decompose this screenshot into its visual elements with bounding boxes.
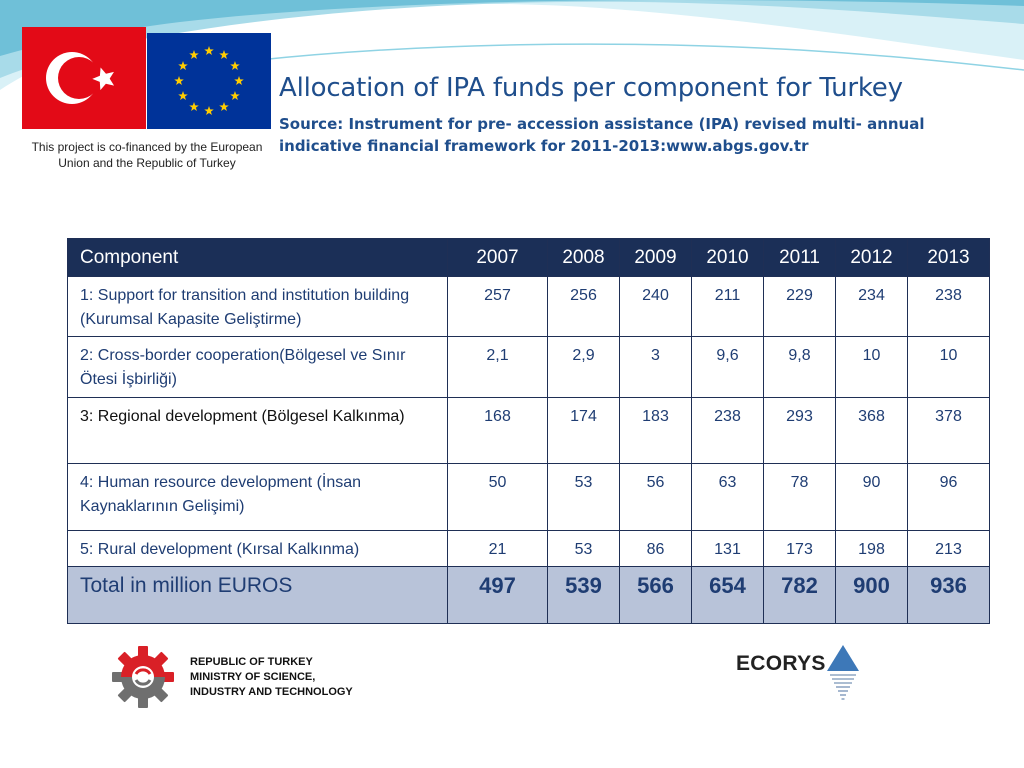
value-cell: 10 [907, 336, 990, 398]
eu-star-icon [234, 76, 244, 86]
value-cell: 9,6 [691, 336, 764, 398]
eu-flag-icon [147, 33, 271, 129]
total-value-cell: 497 [447, 566, 548, 624]
value-cell: 53 [547, 463, 620, 531]
column-header-component: Component [67, 238, 448, 277]
value-cell: 131 [691, 530, 764, 567]
eu-star-icon [230, 61, 240, 71]
value-cell: 213 [907, 530, 990, 567]
total-value-cell: 566 [619, 566, 692, 624]
total-value-cell: 782 [763, 566, 836, 624]
column-header-2013: 2013 [907, 238, 990, 277]
eu-star-icon [178, 91, 188, 101]
cofinance-line-2: Union and the Republic of Turkey [58, 156, 236, 170]
eu-star-icon [219, 101, 229, 112]
component-cell: 3: Regional development (Bölgesel Kalkın… [67, 397, 448, 464]
value-cell: 78 [763, 463, 836, 531]
value-cell: 90 [835, 463, 908, 531]
source-note: Source: Instrument for pre- accession as… [279, 113, 979, 157]
source-line-1: Source: Instrument for pre- accession as… [279, 115, 925, 133]
value-cell: 174 [547, 397, 620, 464]
value-cell: 53 [547, 530, 620, 567]
value-cell: 378 [907, 397, 990, 464]
header-swoosh-decoration [0, 0, 1024, 90]
value-cell: 96 [907, 463, 990, 531]
value-cell: 256 [547, 276, 620, 337]
eu-star-icon [189, 50, 199, 60]
ministry-name: REPUBLIC OF TURKEY MINISTRY OF SCIENCE, … [190, 655, 353, 700]
value-cell: 198 [835, 530, 908, 567]
value-cell: 86 [619, 530, 692, 567]
table-header-row: Component 2007 2008 2009 2010 2011 2012 … [67, 238, 990, 277]
value-cell: 2,9 [547, 336, 620, 398]
ecorys-wordmark: ECORYS [736, 652, 826, 675]
column-header-2010: 2010 [691, 238, 764, 277]
table-row: 5: Rural development (Kırsal Kalkınma) 2… [67, 530, 990, 567]
turkey-flag-icon [22, 27, 146, 129]
eu-star-icon [189, 101, 199, 112]
value-cell: 240 [619, 276, 692, 337]
value-cell: 9,8 [763, 336, 836, 398]
ministry-line-1: REPUBLIC OF TURKEY [190, 656, 313, 668]
value-cell: 63 [691, 463, 764, 531]
value-cell: 368 [835, 397, 908, 464]
ecorys-triangle-logo-icon [827, 645, 859, 700]
total-value-cell: 654 [691, 566, 764, 624]
value-cell: 234 [835, 276, 908, 337]
total-value-cell: 900 [835, 566, 908, 624]
value-cell: 50 [447, 463, 548, 531]
table-row: 4: Human resource development (İnsan Kay… [67, 463, 990, 531]
table-row: 2: Cross-border cooperation(Bölgesel ve … [67, 336, 990, 398]
ministry-gear-logo-icon [112, 646, 174, 708]
column-header-2009: 2009 [619, 238, 692, 277]
value-cell: 238 [907, 276, 990, 337]
ipa-funds-table: Component 2007 2008 2009 2010 2011 2012 … [67, 238, 990, 624]
value-cell: 3 [619, 336, 692, 398]
value-cell: 183 [619, 397, 692, 464]
value-cell: 168 [447, 397, 548, 464]
table-row: 3: Regional development (Bölgesel Kalkın… [67, 397, 990, 464]
value-cell: 56 [619, 463, 692, 531]
value-cell: 10 [835, 336, 908, 398]
eu-star-icon [204, 46, 214, 56]
cofinance-note: This project is co-financed by the Europ… [18, 139, 276, 171]
value-cell: 229 [763, 276, 836, 337]
eu-star-icon [178, 61, 188, 71]
value-cell: 211 [691, 276, 764, 337]
column-header-2007: 2007 [447, 238, 548, 277]
component-cell: 1: Support for transition and institutio… [67, 276, 448, 337]
value-cell: 257 [447, 276, 548, 337]
total-value-cell: 936 [907, 566, 990, 624]
total-value-cell: 539 [547, 566, 620, 624]
column-header-2011: 2011 [763, 238, 836, 277]
cofinance-line-1: This project is co-financed by the Europ… [31, 140, 263, 154]
ministry-line-3: INDUSTRY AND TECHNOLOGY [190, 686, 353, 698]
eu-star-icon [204, 106, 214, 116]
ministry-line-2: MINISTRY OF SCIENCE, [190, 671, 316, 683]
eu-star-icon [219, 50, 229, 60]
total-row: Total in million EUROS 497 539 566 654 7… [67, 566, 990, 624]
column-header-2012: 2012 [835, 238, 908, 277]
eu-star-icon [174, 76, 184, 86]
value-cell: 21 [447, 530, 548, 567]
total-label: Total in million EUROS [67, 566, 448, 624]
value-cell: 293 [763, 397, 836, 464]
eu-star-icon [230, 91, 240, 101]
value-cell: 2,1 [447, 336, 548, 398]
component-cell: 2: Cross-border cooperation(Bölgesel ve … [67, 336, 448, 398]
component-cell: 4: Human resource development (İnsan Kay… [67, 463, 448, 531]
value-cell: 173 [763, 530, 836, 567]
table-row: 1: Support for transition and institutio… [67, 276, 990, 337]
column-header-2008: 2008 [547, 238, 620, 277]
value-cell: 238 [691, 397, 764, 464]
component-cell: 5: Rural development (Kırsal Kalkınma) [67, 530, 448, 567]
source-line-2: indicative financial framework for 2011-… [279, 137, 809, 155]
page-title: Allocation of IPA funds per component fo… [279, 73, 903, 103]
